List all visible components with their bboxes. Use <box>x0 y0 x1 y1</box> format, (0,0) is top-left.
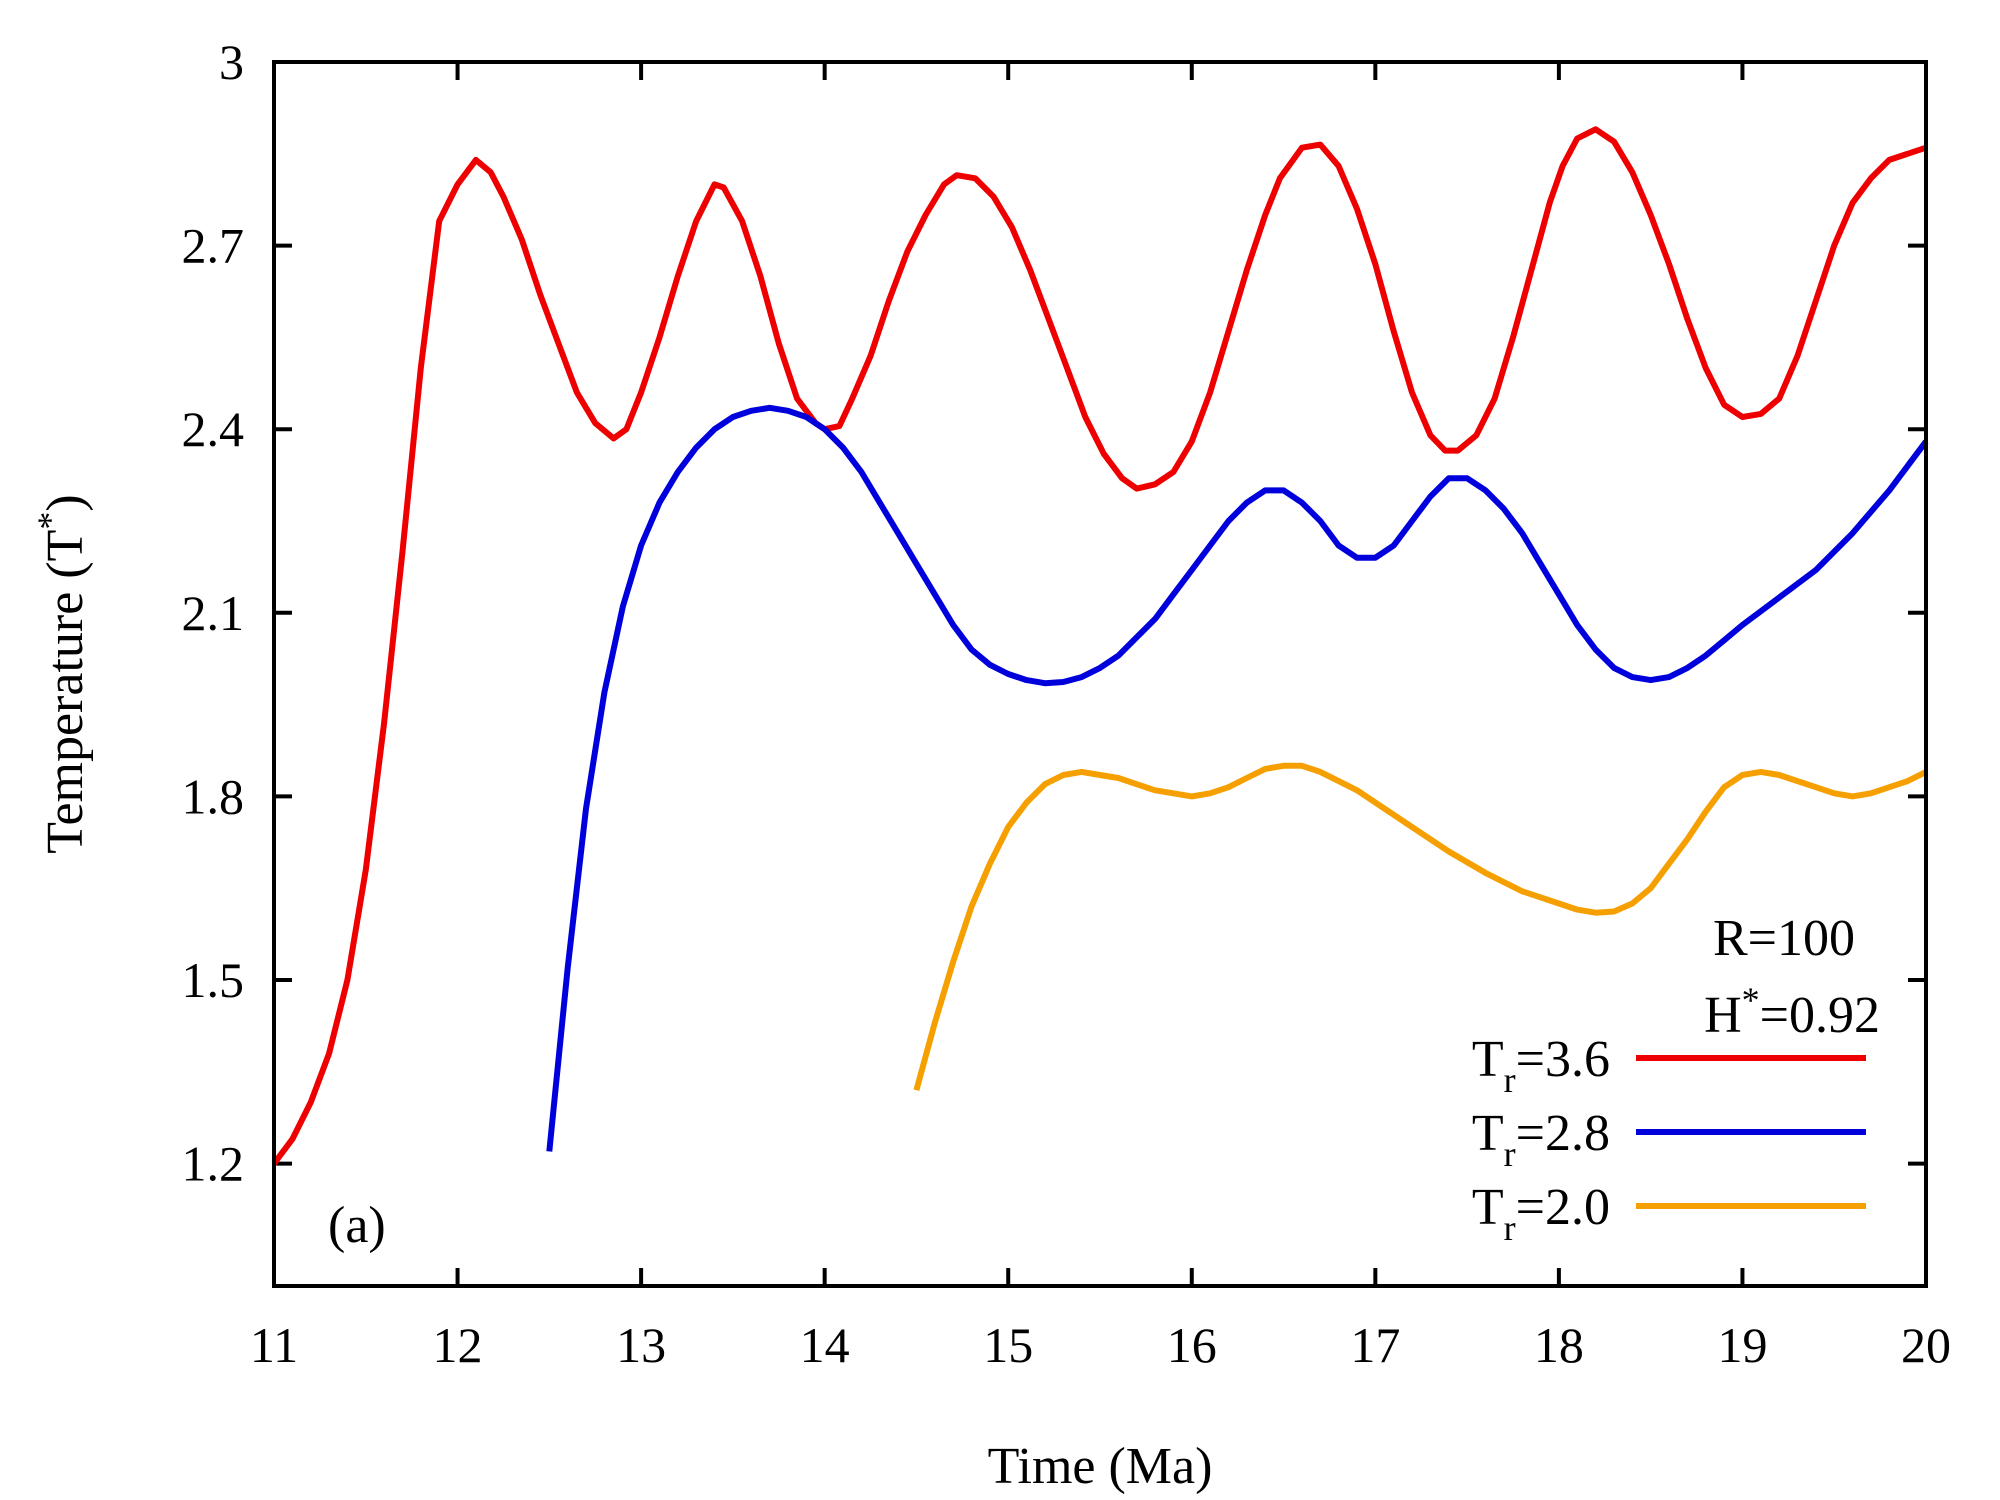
series-line-1 <box>546 404 1929 1152</box>
x-tick-labels: 11 12 13 14 15 16 17 18 19 20 <box>250 1317 1951 1373</box>
y-tick-label-4: 2.4 <box>182 401 245 457</box>
legend-label-rest-1: =2.8 <box>1516 1105 1610 1162</box>
series-line-0 <box>271 126 1927 1166</box>
y-tick-label-6: 3 <box>219 34 244 90</box>
y-tick-label-1: 1.5 <box>182 952 245 1008</box>
annotation-h-rest: =0.92 <box>1760 987 1880 1044</box>
y-axis-title-sup: * <box>30 512 70 530</box>
legend-label-0: Tr=3.6 <box>1472 1031 1610 1100</box>
legend-label-rest-0: =3.6 <box>1516 1031 1610 1088</box>
series-line-2 <box>913 762 1928 1091</box>
legend-label-main-1: T <box>1472 1105 1504 1162</box>
y-tick-label-5: 2.7 <box>182 218 245 274</box>
x-tick-label-9: 20 <box>1901 1317 1951 1373</box>
x-tick-label-6: 17 <box>1350 1317 1400 1373</box>
y-tick-labels: 1.2 1.5 1.8 2.1 2.4 2.7 3 <box>182 34 245 1192</box>
series-lines <box>271 126 1929 1166</box>
x-tick-label-4: 15 <box>983 1317 1033 1373</box>
legend-label-2: Tr=2.0 <box>1472 1179 1610 1248</box>
legend-label-1: Tr=2.8 <box>1472 1105 1610 1174</box>
x-tick-label-1: 12 <box>433 1317 483 1373</box>
y-tick-label-3: 2.1 <box>182 585 245 641</box>
x-tick-label-3: 14 <box>800 1317 850 1373</box>
axis-ticks <box>272 60 1928 1286</box>
panel-label: (a) <box>328 1197 386 1254</box>
legend-label-sub-2: r <box>1504 1208 1516 1248</box>
legend-label-main-0: T <box>1472 1031 1504 1088</box>
x-tick-label-0: 11 <box>250 1317 298 1373</box>
x-axis-title: Time (Ma) <box>988 1438 1213 1495</box>
plot-frame <box>272 60 1928 1288</box>
x-tick-label-8: 19 <box>1717 1317 1767 1373</box>
x-tick-label-7: 18 <box>1534 1317 1584 1373</box>
legend-label-main-2: T <box>1472 1179 1504 1236</box>
y-axis-title-close: ) <box>37 494 94 511</box>
y-tick-label-2: 1.8 <box>182 768 245 824</box>
annotation-h-main: H <box>1704 987 1742 1044</box>
annotation-h-sup: * <box>1742 980 1760 1020</box>
y-tick-label-0: 1.2 <box>182 1136 245 1192</box>
y-axis-title-main: Temperature (T <box>37 530 94 854</box>
legend: Tr=3.6Tr=2.8Tr=2.0 <box>1472 1031 1866 1248</box>
x-tick-label-5: 16 <box>1167 1317 1217 1373</box>
legend-label-sub-0: r <box>1504 1060 1516 1100</box>
x-tick-label-2: 13 <box>616 1317 666 1373</box>
y-axis-title: Temperature (T*) <box>30 494 94 853</box>
legend-label-rest-2: =2.0 <box>1516 1179 1610 1236</box>
annotation-h: H*=0.92 <box>1704 980 1880 1044</box>
legend-label-sub-1: r <box>1504 1134 1516 1174</box>
annotation-r: R=100 <box>1713 910 1855 967</box>
